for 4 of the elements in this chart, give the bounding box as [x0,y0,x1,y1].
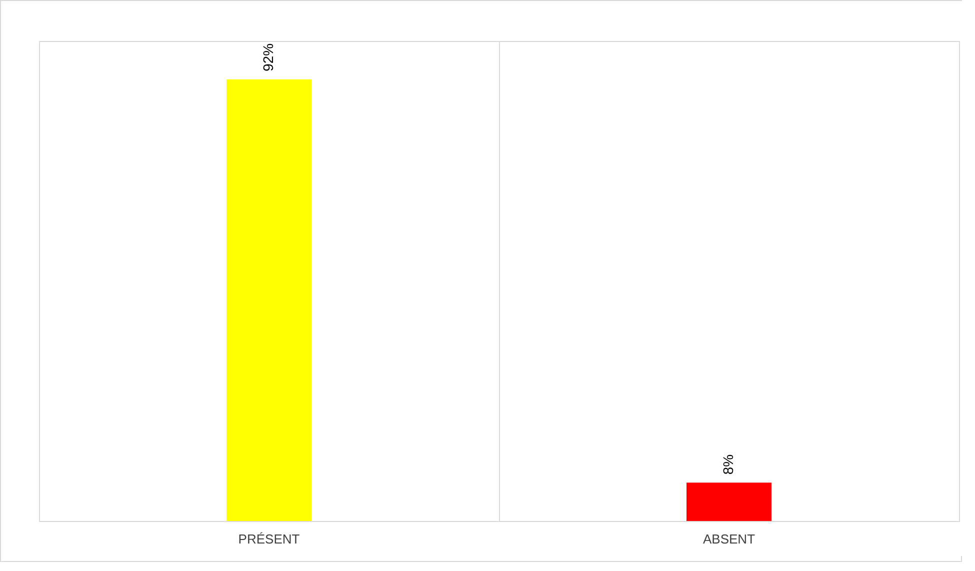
x-tick-label: ABSENT [702,532,756,546]
data-label: 8% [720,454,736,475]
data-label: 92% [260,43,276,72]
x-tick-label: PRÉSENT [238,532,300,546]
